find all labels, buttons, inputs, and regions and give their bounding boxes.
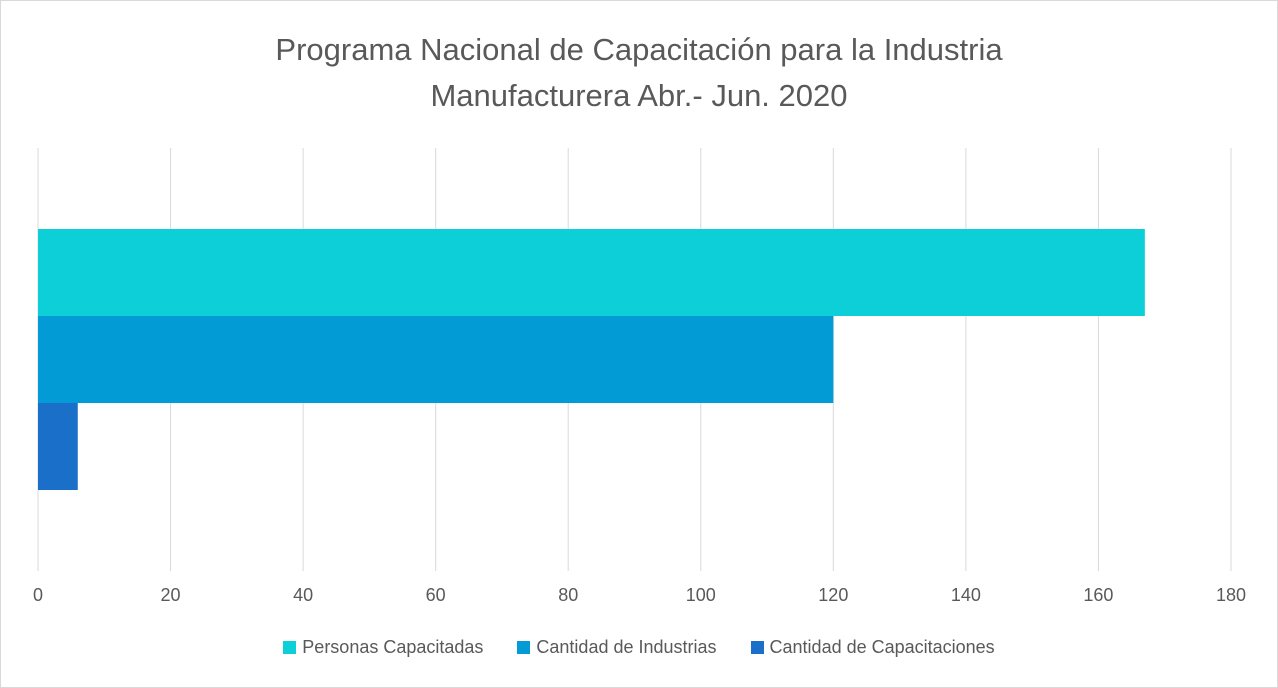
chart-title: Programa Nacional de Capacitación para l… (275, 32, 1003, 113)
bar (38, 402, 78, 490)
x-tick-label: 140 (951, 585, 981, 605)
x-tick-label: 100 (686, 585, 716, 605)
x-tick-label: 80 (558, 585, 578, 605)
legend-swatch (517, 641, 531, 654)
x-tick-label: 180 (1216, 585, 1246, 605)
legend: Personas Capacitadas Cantidad de Industri… (1, 637, 1277, 658)
legend-item: Cantidad de Industrias (517, 637, 717, 658)
legend-item: Personas Capacitadas (283, 637, 483, 658)
x-tick-label: 0 (33, 585, 43, 605)
x-tick-label: 20 (161, 585, 181, 605)
x-tick-label: 60 (426, 585, 446, 605)
bar (38, 229, 1145, 317)
x-tick-label: 160 (1083, 585, 1113, 605)
x-tick-label: 40 (293, 585, 313, 605)
x-tick-label: 120 (818, 585, 848, 605)
legend-label: Cantidad de Capacitaciones (769, 637, 995, 657)
legend-item: Cantidad de Capacitaciones (750, 637, 995, 658)
legend-swatch (283, 641, 297, 654)
bar (38, 316, 834, 403)
legend-label: Personas Capacitadas (302, 637, 484, 657)
legend-label: Cantidad de Industrias (536, 637, 717, 657)
legend-swatch (750, 641, 764, 654)
